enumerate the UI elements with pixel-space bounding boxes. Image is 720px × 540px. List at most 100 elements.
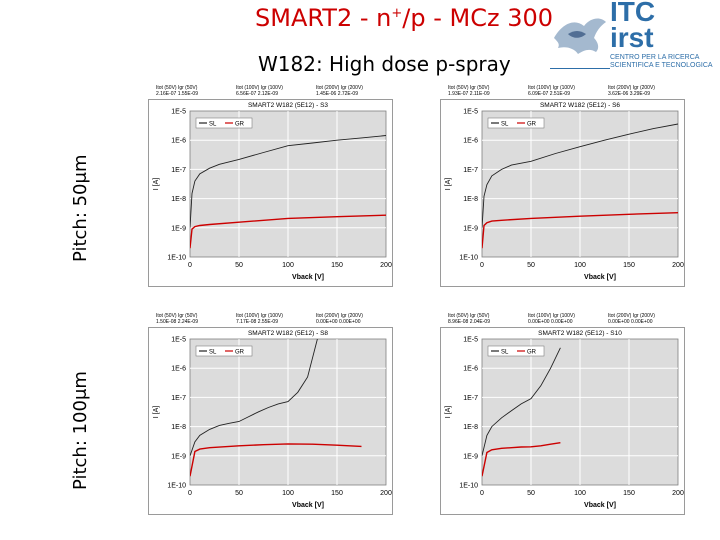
- title-prefix: SMART2 - n: [255, 4, 392, 32]
- header-value: 0.00E+00: [528, 319, 551, 325]
- chart-legend: SL GR: [487, 117, 545, 129]
- y-tick-label: 1E-10: [459, 483, 478, 490]
- header-values-2: Itot (200V) Igr (200V) 3.62E-06 3.29E-09: [608, 85, 655, 97]
- y-tick-label: 1E-7: [463, 395, 478, 402]
- header-numbers: 3.62E-06 3.29E-09: [608, 91, 655, 97]
- y-tick-label: 1E-10: [459, 255, 478, 262]
- header-label: Itot (100V): [236, 85, 261, 91]
- x-tick-label: 0: [480, 262, 484, 269]
- header-labels: Itot (100V) Igr (100V): [528, 85, 575, 91]
- chart-panel-s6: Itot (50V) Igr (50V) 1.93E-07 2.11E-09 Ito…: [440, 85, 685, 287]
- header-value: 2.04E-09: [469, 319, 490, 325]
- legend-label-sl: SL: [209, 350, 217, 356]
- header-values-1: Itot (100V) Igr (100V) 6.09E-07 2.51E-09: [528, 85, 575, 97]
- logo-itc: ITC: [610, 0, 656, 27]
- y-tick-label: 1E-9: [463, 225, 478, 232]
- x-tick-label: 50: [235, 262, 243, 269]
- y-tick-label: 1E-7: [171, 167, 186, 174]
- header-value: 7.17E-08: [236, 319, 258, 325]
- y-tick-label: 1E-8: [463, 424, 478, 431]
- y-tick-label: 1E-8: [171, 196, 186, 203]
- x-tick-label: 0: [188, 490, 192, 497]
- header-numbers: 6.56E-07 2.12E-09: [236, 91, 283, 97]
- x-tick-label: 0: [480, 490, 484, 497]
- legend-label-sl: SL: [501, 350, 509, 356]
- y-tick-label: 1E-9: [171, 453, 186, 460]
- header-value: 0.00E+00: [608, 319, 631, 325]
- header-values-1: Itot (100V) Igr (100V) 6.56E-07 2.12E-09: [236, 85, 283, 97]
- header-labels: Itot (200V) Igr (200V): [316, 85, 363, 91]
- header-value: 6.56E-07: [236, 91, 258, 97]
- series-line-gr: [190, 443, 362, 477]
- logo-irst: irst: [610, 22, 654, 53]
- x-tick-label: 100: [574, 262, 586, 269]
- series-line-gr: [482, 212, 678, 249]
- y-axis-label: I [A]: [445, 406, 452, 419]
- y-axis-label: I [A]: [153, 406, 160, 419]
- header-values-2: Itot (200V) Igr (200V) 0.00E+00 0.00E+00: [316, 313, 363, 325]
- header-label: Itot (100V): [236, 313, 261, 319]
- header-label: Itot (100V): [528, 313, 553, 319]
- header-value: 1.55E-09: [177, 91, 198, 97]
- header-numbers: 6.09E-07 2.51E-09: [528, 91, 575, 97]
- chart-panel-s3: Itot (50V) Igr (50V) 2.16E-07 1.55E-09 Ito…: [148, 85, 393, 287]
- x-tick-label: 0: [188, 262, 192, 269]
- logo-tagline: CENTRO PER LA RICERCA SCIENTIFICA E TECN…: [610, 54, 713, 70]
- itc-irst-logo: ITC irst CENTRO PER LA RICERCA SCIENTIFI…: [548, 0, 720, 70]
- y-tick-label: 1E-7: [171, 395, 186, 402]
- header-value: 8.96E-08: [448, 319, 470, 325]
- x-tick-label: 150: [331, 490, 343, 497]
- y-tick-label: 1E-8: [171, 424, 186, 431]
- header-numbers: 0.00E+00 0.00E+00: [528, 319, 575, 325]
- y-tick-label: 1E-10: [167, 255, 186, 262]
- series-line-gr: [482, 442, 561, 477]
- header-values-0: Itot (50V) Igr (50V) 8.96E-08 2.04E-09: [448, 313, 490, 325]
- iv-chart: SMART2 W182 (5E12) - S8 1E-10 1E-9 1E-8 1E-7…: [148, 327, 393, 515]
- header-value: 3.29E-09: [629, 91, 650, 97]
- series-line-sl: [482, 347, 561, 456]
- x-tick-label: 50: [235, 490, 243, 497]
- y-tick-label: 1E-5: [171, 109, 186, 116]
- header-values-1: Itot (100V) Igr (100V) 7.17E-08 2.55E-09: [236, 313, 283, 325]
- pitch-label-row-2: Pitch: 100μm: [70, 371, 91, 490]
- y-axis-label: I [A]: [445, 178, 452, 191]
- iv-chart: SMART2 W182 (5E12) - S3 1E-10 1E-9 1E-8 1E-7…: [148, 99, 393, 287]
- header-label: Igr (200V): [632, 313, 655, 319]
- header-value: 2.51E-09: [549, 91, 570, 97]
- header-numbers: 2.16E-07 1.55E-09: [156, 91, 198, 97]
- slide-subtitle: W182: High dose p-spray: [258, 52, 511, 76]
- header-value: 2.24E-09: [177, 319, 198, 325]
- legend-label-gr: GR: [527, 122, 537, 128]
- header-values-0: Itot (50V) Igr (50V) 1.50E-08 2.24E-09: [156, 313, 198, 325]
- header-label: Itot (50V): [156, 313, 178, 319]
- header-label: Itot (200V): [316, 85, 341, 91]
- x-tick-label: 50: [527, 262, 535, 269]
- header-label: Igr (50V): [469, 313, 490, 319]
- header-value: 2.55E-09: [257, 319, 278, 325]
- logo-underline: [550, 68, 610, 69]
- header-numbers: 1.45E-06 2.72E-09: [316, 91, 363, 97]
- header-label: Igr (200V): [340, 85, 363, 91]
- y-tick-label: 1E-9: [463, 453, 478, 460]
- x-tick-label: 200: [672, 490, 684, 497]
- header-value: 0.00E+00: [338, 319, 361, 325]
- legend-label-gr: GR: [235, 350, 245, 356]
- header-values-2: Itot (200V) Igr (200V) 0.00E+00 0.00E+00: [608, 313, 655, 325]
- pitch-label-row-1: Pitch: 50μm: [70, 154, 91, 263]
- logo-tagline-2: SCIENTIFICA E TECNOLOGICA: [610, 62, 713, 69]
- y-tick-label: 1E-7: [463, 167, 478, 174]
- header-numbers: 8.96E-08 2.04E-09: [448, 319, 490, 325]
- iv-chart: SMART2 W182 (5E12) - S6 1E-10 1E-9 1E-8 1E-7…: [440, 99, 685, 287]
- header-values-1: Itot (100V) Igr (100V) 0.00E+00 0.00E+00: [528, 313, 575, 325]
- header-numbers: 0.00E+00 0.00E+00: [608, 319, 655, 325]
- header-label: Itot (200V): [608, 313, 633, 319]
- chart-title: SMART2 W182 (5E12) - S6: [540, 102, 620, 109]
- header-labels: Itot (50V) Igr (50V): [448, 85, 490, 91]
- chart-panel-s10: Itot (50V) Igr (50V) 8.96E-08 2.04E-09 Ito…: [440, 313, 685, 515]
- y-tick-label: 1E-8: [463, 196, 478, 203]
- x-tick-label: 200: [380, 490, 392, 497]
- chart-title: SMART2 W182 (5E12) - S8: [248, 330, 328, 337]
- header-numbers: 7.17E-08 2.55E-09: [236, 319, 283, 325]
- x-tick-label: 200: [380, 262, 392, 269]
